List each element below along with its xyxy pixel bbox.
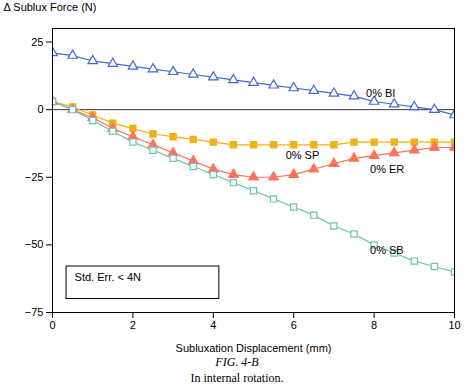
svg-text:0% ER: 0% ER <box>370 163 404 175</box>
svg-text:0: 0 <box>49 319 55 331</box>
svg-text:2: 2 <box>130 319 136 331</box>
svg-text:0: 0 <box>37 103 43 115</box>
svg-text:0% SB: 0% SB <box>370 244 404 256</box>
svg-text:Δ Sublux Force (N): Δ Sublux Force (N) <box>4 1 97 13</box>
svg-text:10: 10 <box>448 319 460 331</box>
html-text:FIG. 4-B: FIG. 4-B <box>215 355 259 369</box>
svg-text:8: 8 <box>371 319 377 331</box>
svg-text:−50: −50 <box>25 238 44 250</box>
svg-text:4: 4 <box>210 319 216 331</box>
html-text:In internal rotation.: In internal rotation. <box>190 371 284 385</box>
svg-text:−25: −25 <box>25 171 44 183</box>
svg-text:Subluxation Displacement (mm): Subluxation Displacement (mm) <box>176 342 332 354</box>
svg-text:25: 25 <box>31 36 43 48</box>
svg-text:6: 6 <box>291 319 297 331</box>
svg-text:−75: −75 <box>25 306 44 318</box>
svg-text:0% SP: 0% SP <box>286 149 320 161</box>
svg-text:0% BI: 0% BI <box>366 87 395 99</box>
svg-text:Std. Err. < 4N: Std. Err. < 4N <box>75 271 141 283</box>
